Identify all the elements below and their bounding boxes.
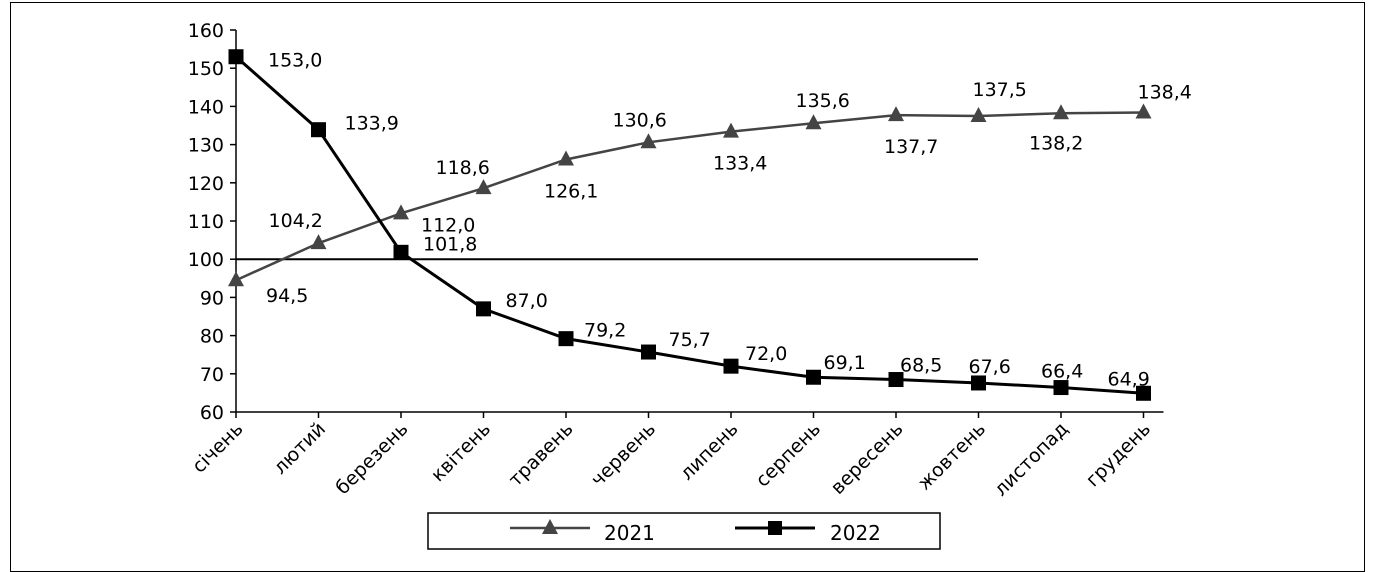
point-2022-8 [888,372,904,388]
data-label-2021-0: 94,5 [266,285,308,307]
y-tick-label: 60 [200,402,224,424]
data-label-2022-0: 153,0 [268,50,322,72]
y-tick-label: 150 [188,58,224,80]
data-label-2021-2: 112,0 [421,214,475,236]
x-tick-label: лютий [269,418,330,479]
x-tick-label: листопад [990,418,1073,501]
y-tick-label: 110 [188,211,224,233]
point-2022-7 [806,369,821,385]
data-label-2021-8: 137,7 [884,136,938,158]
point-2021-2 [393,204,409,220]
point-2022-0 [228,49,244,65]
x-tick-label: січень [188,418,248,478]
point-2021-9 [970,106,987,122]
x-tick-label: травень [505,418,578,491]
x-tick-label: червень [587,418,660,491]
data-label-2022-7: 69,1 [824,352,866,374]
point-2022-11 [1136,385,1151,401]
data-label-2021-7: 135,6 [796,90,850,112]
data-label-2022-3: 87,0 [506,290,548,312]
legend-marker-2021 [542,519,558,534]
data-label-2021-9: 137,5 [973,79,1027,101]
x-tick-label: жовтень [913,418,990,495]
y-tick-label: 130 [188,135,224,157]
point-2021-10 [1053,104,1069,120]
data-label-2022-9: 67,6 [969,356,1011,378]
point-2021-8 [888,106,904,122]
x-tick-label: квітень [427,418,495,486]
x-tick-label: вересень [827,418,908,499]
series-line-2021 [235,111,1144,282]
series-line-2022 [235,55,1144,395]
x-tick-label: березень [332,418,413,499]
legend: 2021 2022 [427,512,941,550]
point-2021-1 [310,234,327,250]
point-2021-0 [228,271,244,287]
data-label-2021-6: 133,4 [713,153,767,175]
point-2021-3 [475,179,492,195]
point-2022-2 [393,244,409,260]
point-2022-1 [311,122,326,138]
x-tick-label: серпень [752,418,825,491]
legend-box [427,512,941,550]
y-tick-label: 160 [188,20,224,42]
data-label-2021-11: 138,4 [1138,82,1192,104]
point-2022-4 [558,331,574,347]
y-tick-label: 100 [188,249,224,271]
y-tick-label: 70 [200,364,224,386]
data-label-2022-4: 79,2 [584,320,626,342]
legend-marker-2022 [768,521,782,535]
point-2022-9 [971,375,986,391]
point-2021-4 [558,150,574,166]
x-tick-label: грудень [1082,418,1155,491]
data-label-2022-8: 68,5 [900,355,942,377]
y-tick-label: 120 [188,173,224,195]
point-2021-6 [723,122,739,138]
point-2022-6 [723,358,739,374]
data-label-2021-1: 104,2 [269,210,323,232]
point-2021-11 [1135,103,1152,119]
data-label-2022-5: 75,7 [669,329,711,351]
legend-label-2022: 2022 [830,521,881,545]
point-2022-3 [476,301,491,317]
data-label-2021-4: 126,1 [544,180,598,202]
point-2022-5 [641,344,656,360]
data-label-2022-1: 133,9 [345,113,399,135]
point-2022-10 [1053,380,1069,396]
x-tick-label: липень [676,418,743,485]
point-2021-5 [640,133,657,149]
data-label-2022-11: 64,9 [1108,368,1150,390]
data-label-2022-6: 72,0 [745,343,787,365]
legend-label-2021: 2021 [604,521,655,545]
data-label-2022-2: 101,8 [423,233,477,255]
data-label-2021-3: 118,6 [436,157,490,179]
data-label-2021-10: 138,2 [1029,132,1083,154]
y-tick-label: 140 [188,96,224,118]
y-tick-label: 90 [200,287,224,309]
point-2021-7 [805,114,822,130]
y-tick-label: 80 [200,326,224,348]
data-label-2021-5: 130,6 [613,109,667,131]
data-label-2022-10: 66,4 [1041,361,1083,383]
